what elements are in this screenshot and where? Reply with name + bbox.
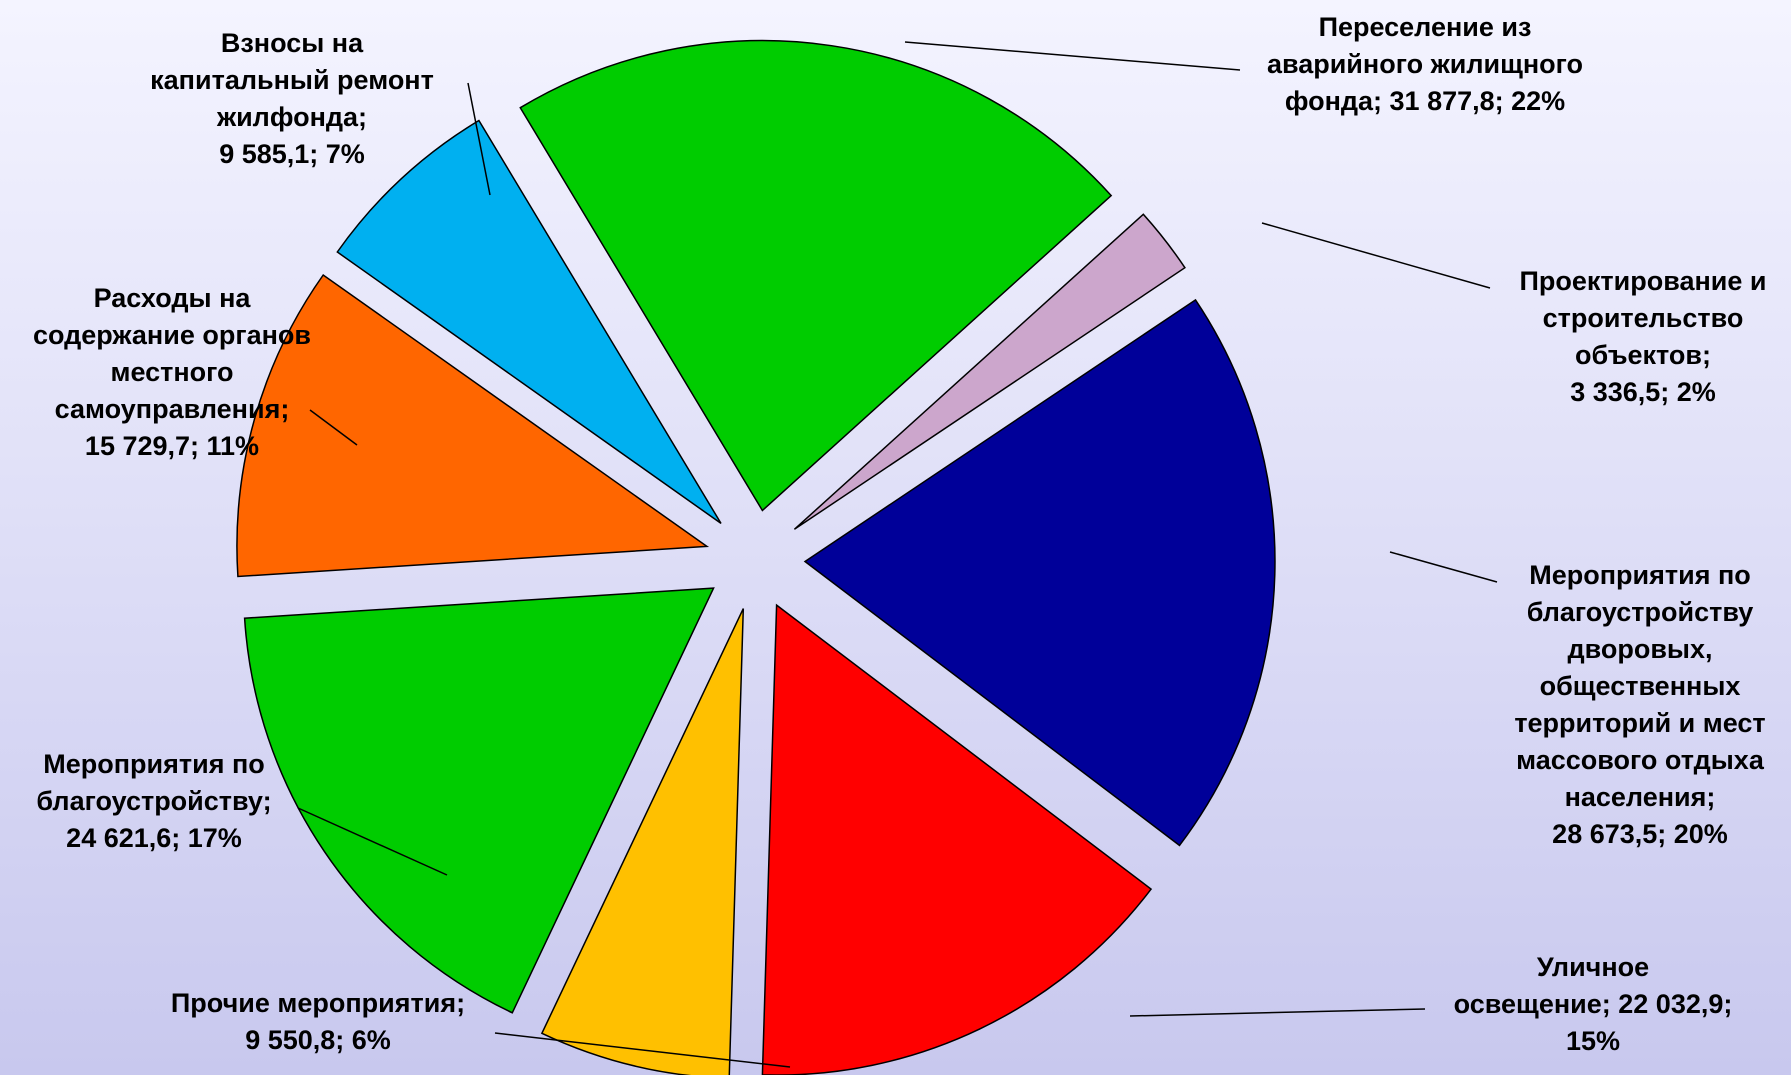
slice-label-line: дворовых, — [1567, 634, 1712, 664]
slice-label: Взносы на капитальный ремонт жилфонда; 9 58… — [150, 28, 434, 169]
slice-label-line: благоустройству — [1527, 597, 1754, 627]
slice-label-line: территорий и мест — [1514, 708, 1765, 738]
slice-label-line: Взносы на — [221, 28, 364, 58]
leader-line — [1389, 551, 1498, 583]
leader-line — [1261, 222, 1491, 289]
slice-label-line: самоуправления; — [55, 394, 290, 424]
slice-label-line: массового отдыха — [1516, 745, 1765, 775]
slice-label: Уличное освещение; 22 032,9; 15% — [1454, 952, 1733, 1056]
leader-lines — [297, 41, 1498, 1068]
slice-label: Прочие мероприятия; 9 550,8; 6% — [171, 988, 465, 1055]
slice-label-line: аварийного жилищного — [1267, 49, 1583, 79]
slice-label-line: 9 585,1; 7% — [219, 139, 365, 169]
slice-label: Мероприятия по благоустройству; 24 621,6; … — [36, 749, 271, 853]
pie-slice — [540, 608, 745, 1075]
slice-label-line: населения; — [1565, 782, 1716, 812]
slice-label-line: 24 621,6; 17% — [66, 823, 242, 853]
leader-line — [1129, 1008, 1426, 1017]
slice-label-line: фонда; 31 877,8; 22% — [1285, 86, 1565, 116]
pie-slice — [761, 603, 1153, 1075]
slice-label-line: Мероприятия по — [1529, 560, 1751, 590]
leader-line — [309, 409, 358, 446]
slice-label: Переселение из аварийного жилищного фонда;… — [1267, 12, 1583, 116]
leader-line — [297, 807, 448, 876]
slice-label-line: объектов; — [1575, 340, 1711, 370]
slice-label-line: Переселение из — [1319, 12, 1532, 42]
slice-labels: Переселение из аварийного жилищного фонда;… — [33, 12, 1767, 1056]
pie-slice — [519, 39, 1113, 512]
slice-label-line: освещение; 22 032,9; — [1454, 989, 1733, 1019]
slice-label: Расходы на содержание органов местного само… — [33, 283, 311, 461]
slice-label-line: 3 336,5; 2% — [1570, 377, 1716, 407]
pie-slice — [793, 213, 1186, 530]
pie-slice — [236, 273, 710, 578]
slice-label-line: Проектирование и — [1519, 266, 1766, 296]
slice-label-line: жилфонда; — [216, 102, 367, 132]
slice-label-line: Прочие мероприятия; — [171, 988, 465, 1018]
leader-line — [467, 82, 491, 196]
slice-label-line: 9 550,8; 6% — [245, 1025, 391, 1055]
slice-label-line: Уличное — [1537, 952, 1649, 982]
slice-label-line: благоустройству; — [36, 786, 271, 816]
pie-slice — [243, 587, 715, 1014]
slice-label-line: Расходы на — [94, 283, 252, 313]
slice-label-line: строительство — [1543, 303, 1744, 333]
pie-slice — [336, 119, 722, 525]
slice-label: Проектирование и строительство объектов; 3 … — [1519, 266, 1766, 407]
pie-slice — [803, 298, 1276, 847]
slice-label: Мероприятия по благоустройству дворовых, об… — [1514, 560, 1765, 849]
slice-label-line: местного — [110, 357, 233, 387]
leader-line — [494, 1032, 791, 1068]
slice-label-line: Мероприятия по — [43, 749, 265, 779]
pie-slices — [236, 39, 1276, 1075]
slice-label-line: 28 673,5; 20% — [1552, 819, 1728, 849]
slice-label-line: общественных — [1540, 671, 1741, 701]
slice-label-line: содержание органов — [33, 320, 311, 350]
leader-line — [904, 41, 1241, 71]
slice-label-line: 15 729,7; 11% — [85, 431, 259, 461]
slice-label-line: 15% — [1566, 1026, 1620, 1056]
slice-label-line: капитальный ремонт — [150, 65, 434, 95]
